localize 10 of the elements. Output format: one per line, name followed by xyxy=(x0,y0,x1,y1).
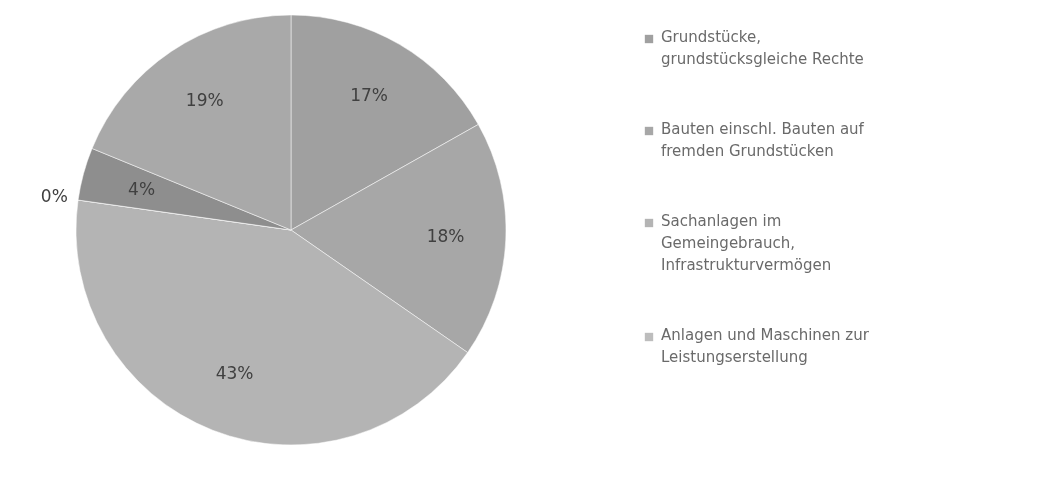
data-label: 43% xyxy=(215,363,254,384)
legend-label: Sachanlagen im Gemeingebrauch, Infrastrukturvermögen xyxy=(661,212,832,274)
legend-label: Anlagen und Maschinen zur Leistungserstellung xyxy=(661,326,870,366)
data-label: 18% xyxy=(426,226,465,247)
legend-label: Bauten einschl. Bauten auf fremden Grundstücken xyxy=(661,120,865,160)
data-label: 4% xyxy=(128,178,156,199)
text: 0% xyxy=(40,185,68,206)
data-label: 19% xyxy=(185,90,224,111)
data-label: 17% xyxy=(350,85,388,106)
legend-label: Grundstücke, grundstücksgleiche Rechte xyxy=(661,28,864,68)
